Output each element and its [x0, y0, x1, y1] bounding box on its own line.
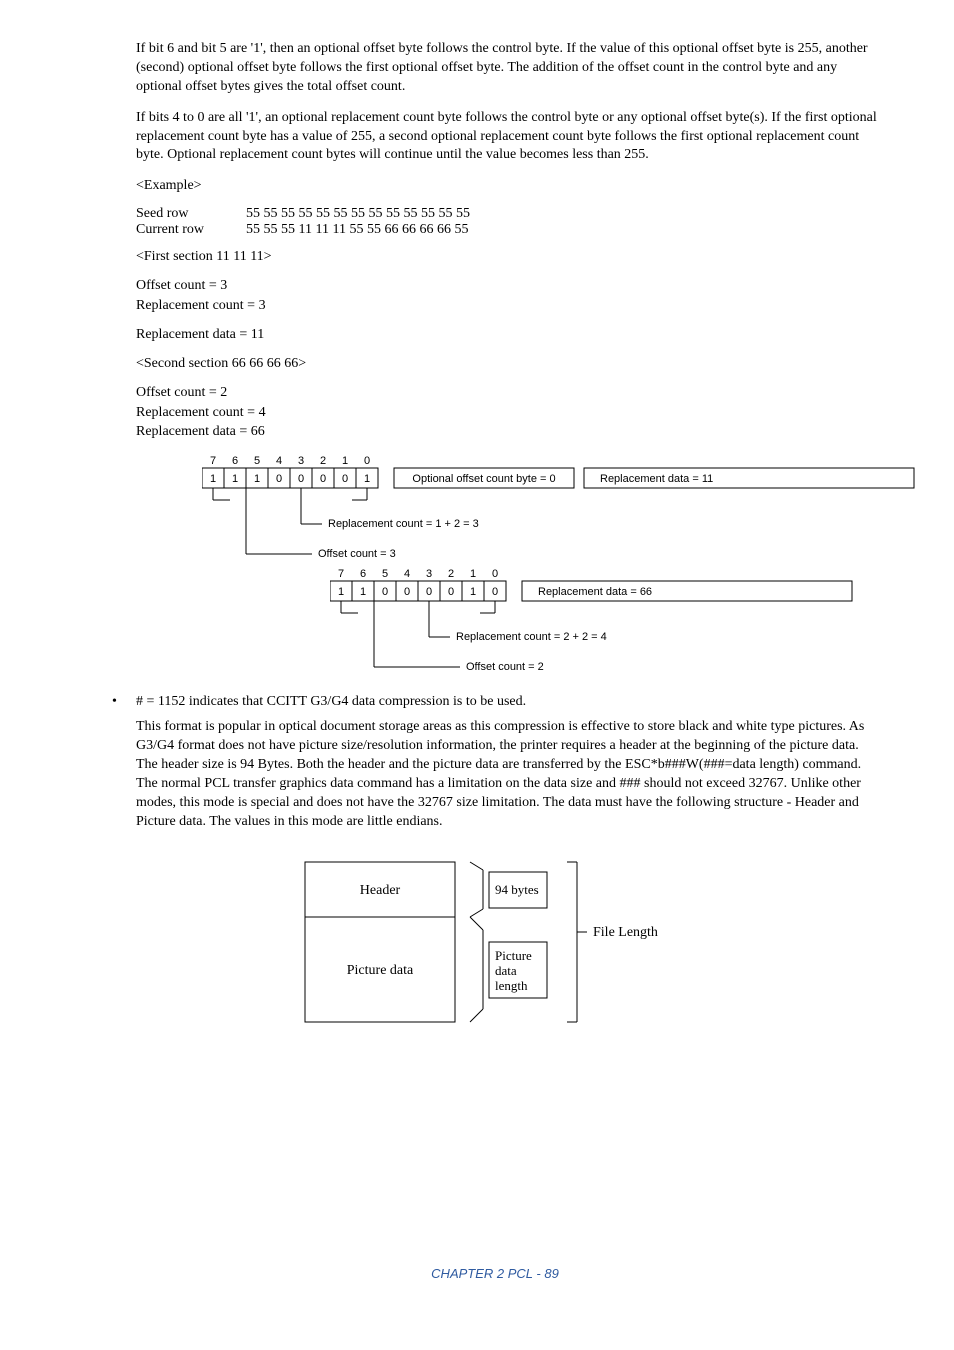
second-replacement-count: Replacement count = 4	[136, 404, 878, 423]
svg-text:7: 7	[338, 568, 344, 580]
paragraph-2: If bits 4 to 0 are all '1', an optional …	[136, 109, 878, 166]
example-heading: <Example>	[136, 177, 878, 196]
bit-positions-2: 7 6 5 4 3 2 1 0	[338, 568, 498, 580]
second-offset-count: Offset count = 2	[136, 384, 878, 403]
picture-length-label-2: data	[495, 963, 517, 978]
svg-text:0: 0	[320, 473, 326, 485]
first-section-label: <First section 11 11 11>	[136, 248, 878, 267]
bit-positions-1: 7 6 5 4 3 2 1 0	[210, 455, 370, 467]
optional-offset-box-1: Optional offset count byte = 0	[412, 473, 555, 485]
replacement-data-box-1: Replacement data = 11	[600, 473, 713, 485]
bit-diagram-2: 7 6 5 4 3 2 1 0 1 1 0 0	[330, 567, 878, 680]
svg-text:1: 1	[360, 586, 366, 598]
repl-count-annot-1: Replacement count = 1 + 2 = 3	[328, 518, 479, 530]
repl-count-annot-2: Replacement count = 2 + 2 = 4	[456, 631, 607, 643]
header-box-label: Header	[360, 883, 401, 898]
file-length-label: File Length	[593, 925, 658, 940]
current-row-label: Current row	[136, 222, 246, 238]
bit-diagram-1: 7 6 5 4 3 2 1 0 1 1 1	[202, 454, 878, 567]
page-footer: CHAPTER 2 PCL - 89	[112, 1266, 878, 1281]
svg-text:1: 1	[232, 473, 238, 485]
first-offset-count: Offset count = 3	[136, 277, 878, 296]
header-size-label: 94 bytes	[495, 882, 539, 897]
offset-annot-2: Offset count = 2	[466, 661, 544, 673]
svg-text:1: 1	[470, 568, 476, 580]
bullet-marker: •	[112, 694, 136, 710]
replacement-data-box-2: Replacement data = 66	[538, 586, 652, 598]
second-section-label: <Second section 66 66 66 66>	[136, 355, 878, 374]
svg-text:3: 3	[298, 455, 304, 467]
svg-text:4: 4	[276, 455, 282, 467]
second-replacement-data: Replacement data = 66	[136, 423, 878, 442]
picture-length-label-1: Picture	[495, 948, 532, 963]
bit-cells-1: 1 1 1 0 0 0 0 1	[202, 468, 378, 488]
svg-text:0: 0	[342, 473, 348, 485]
seed-row-value: 55 55 55 55 55 55 55 55 55 55 55 55 55	[246, 206, 470, 222]
svg-text:1: 1	[470, 586, 476, 598]
paragraph-1: If bit 6 and bit 5 are '1', then an opti…	[136, 40, 878, 97]
seed-row-label: Seed row	[136, 206, 246, 222]
svg-text:6: 6	[232, 455, 238, 467]
first-replacement-count: Replacement count = 3	[136, 297, 878, 316]
bit-cells-2: 1 1 0 0 0 0 1 0	[330, 581, 506, 601]
svg-text:2: 2	[320, 455, 326, 467]
file-structure-diagram: Header Picture data 94 bytes Picture dat…	[285, 852, 705, 1036]
svg-text:0: 0	[492, 586, 498, 598]
bullet-text: # = 1152 indicates that CCITT G3/G4 data…	[136, 694, 526, 710]
svg-text:0: 0	[276, 473, 282, 485]
svg-text:2: 2	[448, 568, 454, 580]
svg-text:0: 0	[364, 455, 370, 467]
example-block: <Example> Seed row 55 55 55 55 55 55 55 …	[136, 177, 878, 442]
svg-text:0: 0	[404, 586, 410, 598]
svg-text:1: 1	[210, 473, 216, 485]
current-row-value: 55 55 55 11 11 11 55 55 66 66 66 66 55	[246, 222, 468, 238]
svg-text:7: 7	[210, 455, 216, 467]
svg-text:1: 1	[364, 473, 370, 485]
svg-text:0: 0	[426, 586, 432, 598]
first-replacement-data: Replacement data = 11	[136, 326, 878, 345]
svg-text:4: 4	[404, 568, 410, 580]
paragraph-3: This format is popular in optical docume…	[136, 718, 878, 831]
svg-text:3: 3	[426, 568, 432, 580]
offset-annot-1: Offset count = 3	[318, 548, 396, 560]
svg-text:1: 1	[254, 473, 260, 485]
svg-text:1: 1	[342, 455, 348, 467]
svg-text:0: 0	[298, 473, 304, 485]
picture-data-box-label: Picture data	[347, 963, 414, 978]
svg-text:0: 0	[382, 586, 388, 598]
svg-text:5: 5	[382, 568, 388, 580]
svg-text:0: 0	[492, 568, 498, 580]
svg-text:0: 0	[448, 586, 454, 598]
svg-text:6: 6	[360, 568, 366, 580]
picture-length-label-3: length	[495, 978, 528, 993]
svg-text:1: 1	[338, 586, 344, 598]
svg-text:5: 5	[254, 455, 260, 467]
bullet-item: • # = 1152 indicates that CCITT G3/G4 da…	[112, 694, 878, 710]
